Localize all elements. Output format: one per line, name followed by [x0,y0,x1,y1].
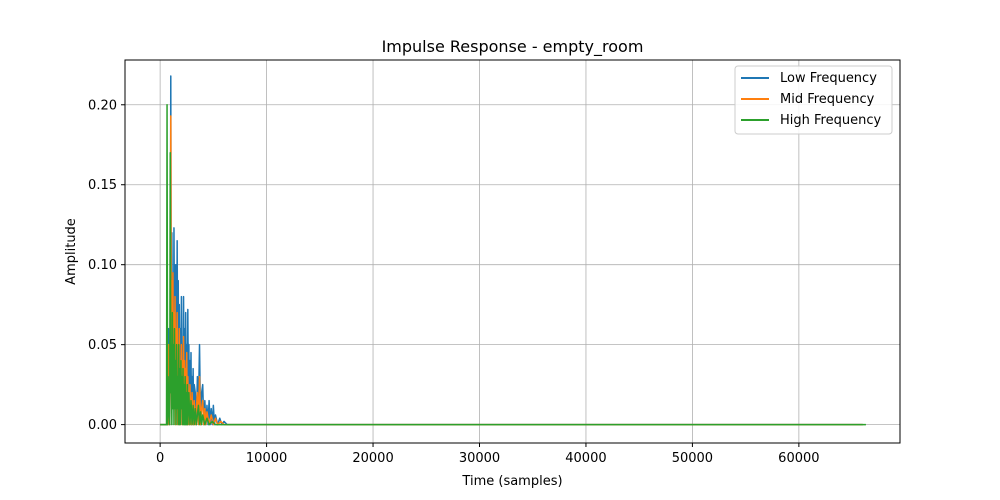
legend-label-mid-frequency: Mid Frequency [780,92,875,107]
x-axis-label: Time (samples) [461,474,562,489]
y-axis-ticks: 0.00 0.05 0.10 0.15 0.20 [88,98,125,433]
legend-box [734,65,893,135]
x-axis-ticks: 0 10000 20000 30000 40000 50000 60000 [156,443,820,466]
x-tick-label: 30000 [459,451,500,466]
y-tick-label: 0.05 [88,338,117,353]
y-tick-label: 0.10 [88,258,117,273]
x-tick-label: 50000 [672,451,713,466]
x-tick-label: 40000 [565,451,606,466]
y-tick-label: 0.20 [88,98,117,113]
series-layer [160,75,866,426]
y-tick-label: 0.15 [88,178,117,193]
plot-frame [124,59,901,444]
legend-label-high-frequency: High Frequency [780,113,881,128]
legend-label-low-frequency: Low Frequency [780,71,877,86]
x-tick-label: 10000 [246,451,287,466]
series-line-high-frequency [160,104,866,426]
legend: Low Frequency Mid Frequency High Frequen… [734,65,893,135]
chart-title: Impulse Response - empty_room [382,37,644,57]
x-tick-label: 0 [156,451,164,466]
x-gridlines [159,60,800,443]
x-tick-label: 20000 [352,451,393,466]
y-axis-label: Amplitude [64,218,79,285]
y-tick-label: 0.00 [88,418,117,433]
x-tick-label: 60000 [778,451,819,466]
